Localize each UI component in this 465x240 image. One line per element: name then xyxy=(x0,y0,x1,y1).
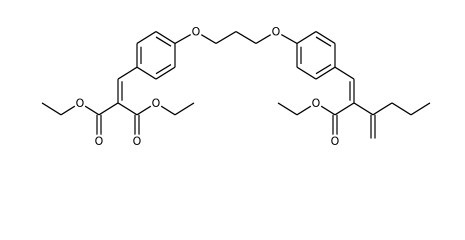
atom-label: O xyxy=(272,24,281,39)
bonds xyxy=(41,31,431,139)
atom-labels: O O O O O O O O xyxy=(74,24,341,146)
atom-label: O xyxy=(76,96,85,111)
atom-label: O xyxy=(95,133,104,146)
molecule: O O O O O O O O xyxy=(41,24,431,146)
atom-label: O xyxy=(152,96,161,111)
atom-label: O xyxy=(331,133,340,146)
structure-diagram: O O O O O O O O xyxy=(41,24,431,146)
atom-label: O xyxy=(192,24,201,39)
atom-label: O xyxy=(133,133,142,146)
atom-label: O xyxy=(312,96,321,111)
